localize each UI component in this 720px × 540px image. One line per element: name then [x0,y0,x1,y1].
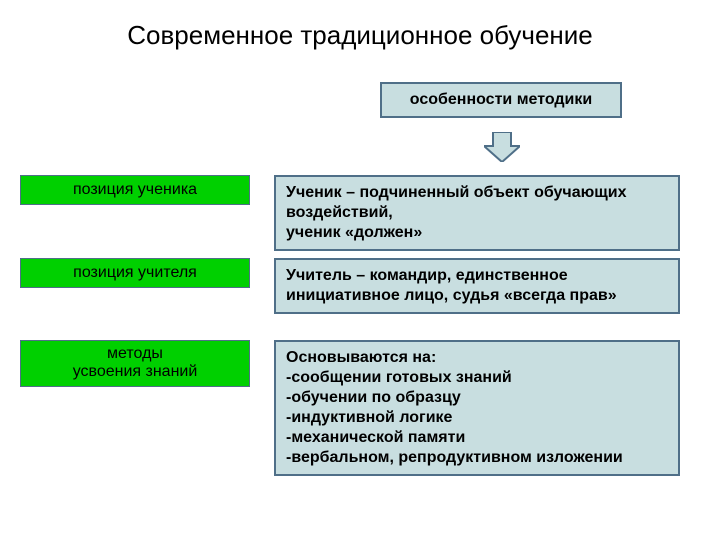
down-arrow-icon [484,132,520,162]
label-teacher-position: позиция учителя [20,258,250,288]
desc-teacher-position: Учитель – командир, единственное инициат… [274,258,680,314]
desc-student-position: Ученик – подчиненный объект обучающих во… [274,175,680,251]
label-student-position: позиция ученика [20,175,250,205]
row-methods: методы усвоения знаний Основываются на: … [20,340,700,476]
label-methods: методы усвоения знаний [20,340,250,387]
desc-methods: Основываются на: -сообщении готовых знан… [274,340,680,476]
down-arrow-shape [484,132,520,162]
row-student-position: позиция ученика Ученик – подчиненный объ… [20,175,700,251]
page-title: Современное традиционное обучение [0,20,720,51]
row-teacher-position: позиция учителя Учитель – командир, един… [20,258,700,314]
diagram-stage: Современное традиционное обучение особен… [0,0,720,540]
header-box: особенности методики [380,82,622,118]
